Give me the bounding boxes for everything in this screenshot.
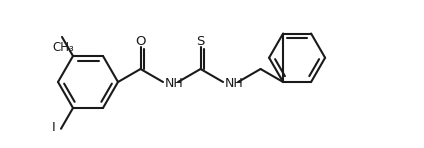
Text: NH: NH [165,77,184,90]
Text: S: S [196,34,205,48]
Text: O: O [135,34,146,48]
Text: NH: NH [225,77,244,90]
Text: CH₃: CH₃ [52,41,74,54]
Text: I: I [52,121,56,134]
